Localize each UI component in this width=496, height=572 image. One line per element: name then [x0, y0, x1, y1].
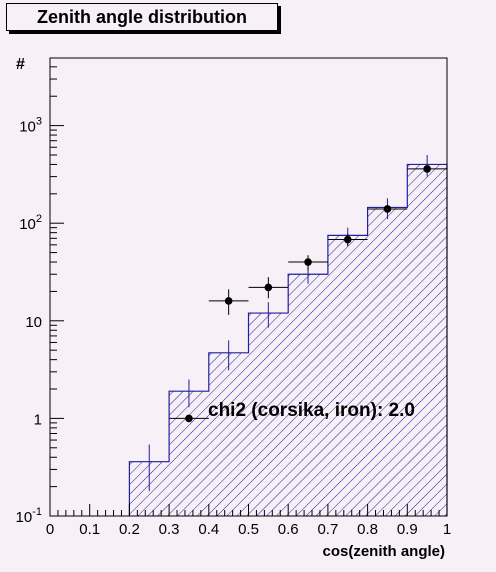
- x-tick-label: 0.5: [238, 521, 259, 538]
- hist-bin: [367, 207, 408, 516]
- hist-outline: [128, 163, 448, 516]
- y-tick-label: 10-1: [16, 506, 42, 526]
- x-axis-label: cos(zenith angle): [322, 543, 445, 560]
- chi2-annotation: chi2 (corsika, iron): 2.0: [208, 400, 415, 421]
- y-tick-label: 103: [19, 116, 42, 136]
- x-tick-label: 1: [443, 521, 451, 538]
- x-tick-label: 0.1: [79, 521, 100, 538]
- y-tick-label: 1: [34, 411, 42, 428]
- x-tick-label: 0.2: [119, 521, 140, 538]
- x-tick-label: 0.6: [278, 521, 299, 538]
- x-tick-label: 0.8: [357, 521, 378, 538]
- hist-bin: [169, 391, 209, 516]
- x-tick-label: 0.4: [198, 521, 219, 538]
- data-point: [224, 297, 233, 305]
- chart-title: Zenith angle distribution: [37, 7, 247, 27]
- chart-title-box: Zenith angle distribution: [6, 3, 278, 31]
- y-tick-label: 10: [25, 314, 42, 331]
- x-tick-label: 0: [46, 521, 54, 538]
- hist-bin: [208, 352, 249, 516]
- hist-bin: [407, 164, 447, 516]
- x-tick-label: 0.9: [397, 521, 418, 538]
- data-point: [343, 235, 352, 244]
- hist-bin: [288, 274, 328, 516]
- data-point: [264, 283, 273, 292]
- data-point: [304, 258, 312, 266]
- hist-bin: [327, 235, 368, 516]
- y-tick-label: 102: [19, 213, 42, 233]
- x-tick-label: 0.7: [317, 521, 338, 538]
- data-point: [423, 165, 431, 173]
- data-point: [383, 205, 392, 213]
- y-axis-label: #: [16, 56, 25, 73]
- data-point: [185, 414, 193, 423]
- hist-bin: [248, 313, 289, 516]
- x-tick-label: 0.3: [159, 521, 180, 538]
